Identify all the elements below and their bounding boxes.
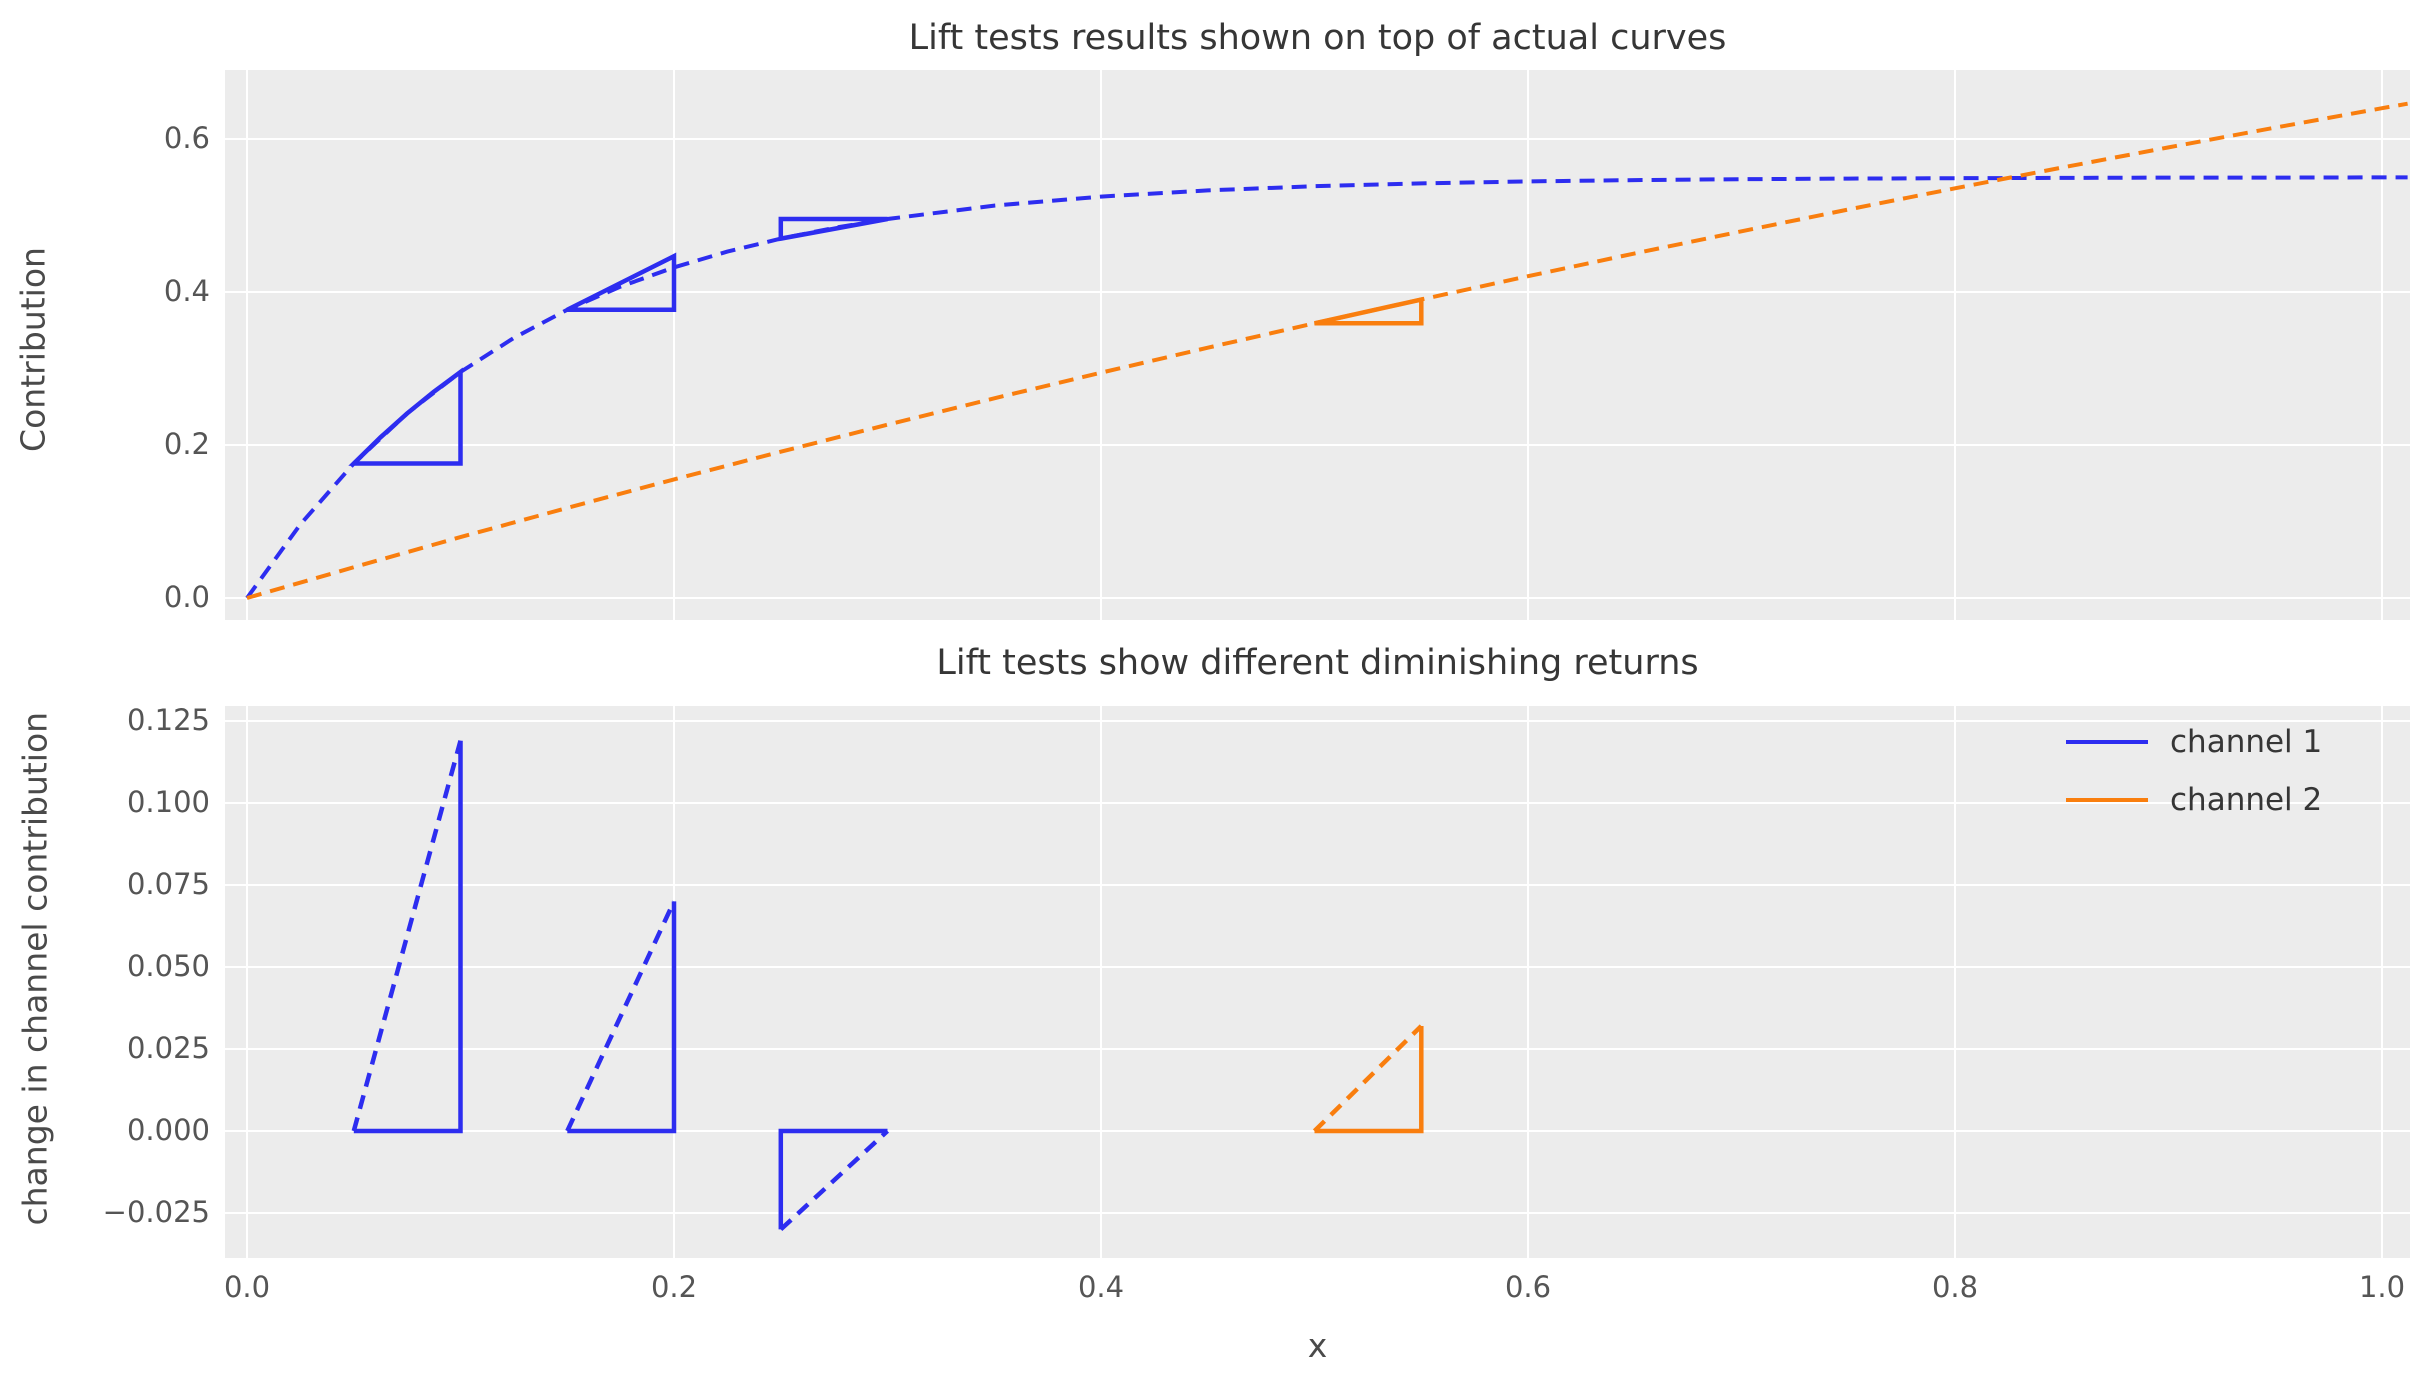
lift-shape-3 bbox=[778, 216, 888, 242]
top-panel-background bbox=[225, 70, 2410, 620]
lift-triangle-hypotenuse-3 bbox=[779, 1129, 890, 1232]
lift-triangle-solid-2 bbox=[567, 901, 677, 1134]
lift-triangle-solid-3 bbox=[778, 1128, 888, 1230]
x-tick-0.4: 0.4 bbox=[1077, 1270, 1125, 1304]
top-y-tick-0.6: 0.6 bbox=[163, 121, 210, 155]
top-y-tick-0.2: 0.2 bbox=[163, 427, 210, 461]
bottom-y-tick-0.100: 0.100 bbox=[126, 785, 210, 819]
legend-item-channel-2: channel 2 bbox=[2042, 780, 2322, 820]
top-y-tick-0.4: 0.4 bbox=[163, 274, 210, 308]
bottom-y-tick-0.075: 0.075 bbox=[126, 867, 210, 901]
lift-triangle-solid-1 bbox=[353, 740, 463, 1134]
lift-triangle-hypotenuse-2 bbox=[565, 900, 677, 1132]
legend-item-channel-1: channel 1 bbox=[2042, 722, 2322, 762]
lift-shape-2 bbox=[566, 252, 677, 312]
top-chart-title: Lift tests results shown on top of actua… bbox=[908, 18, 1727, 58]
channel-2-line-swatch bbox=[2066, 798, 2148, 802]
legend-label-channel-1: channel 1 bbox=[2170, 724, 2323, 760]
bottom-y-tick-0.125: 0.125 bbox=[126, 703, 210, 737]
lift-triangle-solid-4 bbox=[1314, 1026, 1424, 1134]
lift-triangle-hypotenuse-4 bbox=[1312, 1024, 1423, 1133]
top-y-tick-0.0: 0.0 bbox=[163, 580, 210, 614]
channel-1-line-swatch bbox=[2066, 740, 2148, 744]
bottom-y-axis-label: change in channel contribution bbox=[15, 711, 55, 1226]
x-tick-1.0: 1.0 bbox=[2358, 1270, 2406, 1304]
bottom-y-tick-0.050: 0.050 bbox=[126, 949, 210, 983]
x-tick-0.2: 0.2 bbox=[650, 1270, 698, 1304]
bottom-y-tick-0.025: 0.025 bbox=[126, 1031, 210, 1065]
legend-label-channel-2: channel 2 bbox=[2170, 782, 2323, 818]
lift-shape-1 bbox=[348, 367, 463, 466]
x-tick-0.6: 0.6 bbox=[1504, 1270, 1552, 1304]
bottom-y-tick-0.000: 0.000 bbox=[126, 1113, 210, 1147]
x-tick-0.8: 0.8 bbox=[1931, 1270, 1979, 1304]
x-tick-0.0: 0.0 bbox=[223, 1270, 271, 1304]
lift-shape-4 bbox=[1314, 296, 1424, 326]
x-axis-label: x bbox=[1307, 1326, 1328, 1365]
actual-curve-channel-1 bbox=[245, 175, 2408, 600]
bottom-chart-title: Lift tests show different diminishing re… bbox=[936, 643, 1699, 683]
bottom-y-tick-−0.025: −0.025 bbox=[102, 1195, 210, 1229]
bottom-panel-background bbox=[225, 706, 2410, 1258]
legend: channel 1 channel 2 bbox=[2042, 722, 2412, 862]
